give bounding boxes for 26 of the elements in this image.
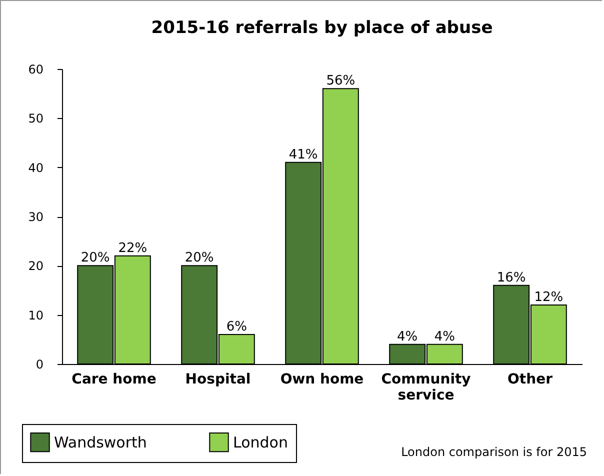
data-label: 20%	[184, 250, 214, 266]
data-label: 4%	[434, 329, 455, 344]
data-label: 22%	[118, 240, 148, 256]
x-tick-label: Community service	[381, 372, 471, 404]
y-tick-label: 0	[36, 358, 44, 372]
data-label: 4%	[397, 329, 418, 344]
y-tick-label: 40	[28, 160, 44, 175]
y-tick-label: 60	[28, 62, 44, 76]
x-tick-label: Hospital	[185, 372, 251, 388]
data-label: 56%	[326, 74, 356, 89]
legend-label: London	[233, 433, 288, 452]
x-tick-label: Other	[508, 372, 553, 388]
y-tick-label: 20	[28, 259, 44, 274]
data-label: 12%	[534, 290, 564, 305]
x-tick-label: Care home	[72, 372, 156, 388]
chart-title: 2015-16 referrals by place of abuse	[151, 18, 493, 38]
data-label: 16%	[496, 270, 526, 286]
legend-label: Wandsworth	[54, 433, 147, 452]
x-tick-label: Own home	[280, 372, 364, 388]
data-label: 6%	[226, 320, 247, 334]
data-label: 20%	[80, 250, 110, 266]
y-tick-label: 30	[28, 210, 44, 224]
data-label: 41%	[288, 147, 318, 162]
y-tick-label: 10	[28, 308, 44, 322]
y-tick-label: 50	[28, 112, 44, 126]
text: London comparison is for 2015	[401, 445, 587, 459]
